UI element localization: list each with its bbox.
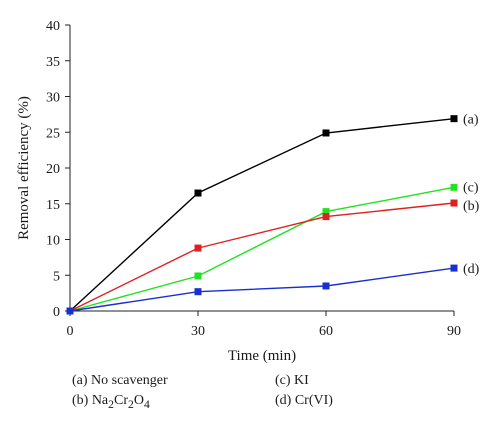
- data-point: [322, 208, 330, 216]
- data-point: [450, 199, 458, 207]
- line-chart: 0 5 10 15 20 25 30 35 40 0 30 60 90 Time (min) Removal…: [16, 19, 480, 364]
- data-point: [194, 288, 202, 296]
- series-line-b: [69, 202, 455, 312]
- origin-point: [66, 307, 74, 315]
- data-point: [450, 264, 458, 272]
- series-end-label: (b): [463, 199, 480, 214]
- data-point: [450, 183, 458, 191]
- x-axis-label: Time (min): [228, 348, 296, 364]
- series-end-label: (a): [463, 113, 479, 128]
- y-tick-label: 35: [46, 55, 60, 70]
- data-point: [194, 189, 202, 197]
- legend-entry-c: (c) KI: [275, 373, 309, 388]
- data-point: [194, 272, 202, 280]
- x-tick-label: 0: [67, 324, 74, 339]
- y-tick-label: 30: [46, 91, 60, 106]
- data-point: [322, 129, 330, 137]
- data-point: [322, 213, 330, 221]
- y-tick-label: 15: [46, 198, 60, 213]
- legend-entry-b: (b) Na2Cr2O4: [72, 393, 150, 411]
- y-tick-label: 25: [46, 126, 60, 141]
- data-point: [322, 282, 330, 290]
- series-line-c: [69, 186, 455, 312]
- series-end-label: (d): [463, 262, 480, 277]
- legend-entry-a: (a) No scavenger: [72, 373, 168, 388]
- y-tick-label: 20: [46, 162, 60, 177]
- series-end-label: (c): [463, 180, 479, 195]
- legend: (a) No scavenger (b) Na2Cr2O4 (c) KI (d)…: [68, 369, 488, 417]
- series-line-d: [69, 267, 455, 312]
- x-tick-label: 60: [319, 324, 333, 339]
- y-axis-label: Removal efficiency (%): [16, 96, 32, 240]
- y-tick-label: 5: [53, 269, 60, 284]
- legend-entry-d: (d) Cr(VI): [275, 393, 333, 408]
- y-tick-label: 40: [46, 19, 60, 34]
- x-tick-label: 30: [191, 324, 205, 339]
- data-point: [194, 244, 202, 252]
- x-tick-label: 90: [447, 324, 461, 339]
- y-tick-label: 10: [46, 234, 60, 249]
- y-tick-label: 0: [53, 305, 60, 320]
- data-point: [450, 115, 458, 123]
- series-line-a: [69, 118, 455, 312]
